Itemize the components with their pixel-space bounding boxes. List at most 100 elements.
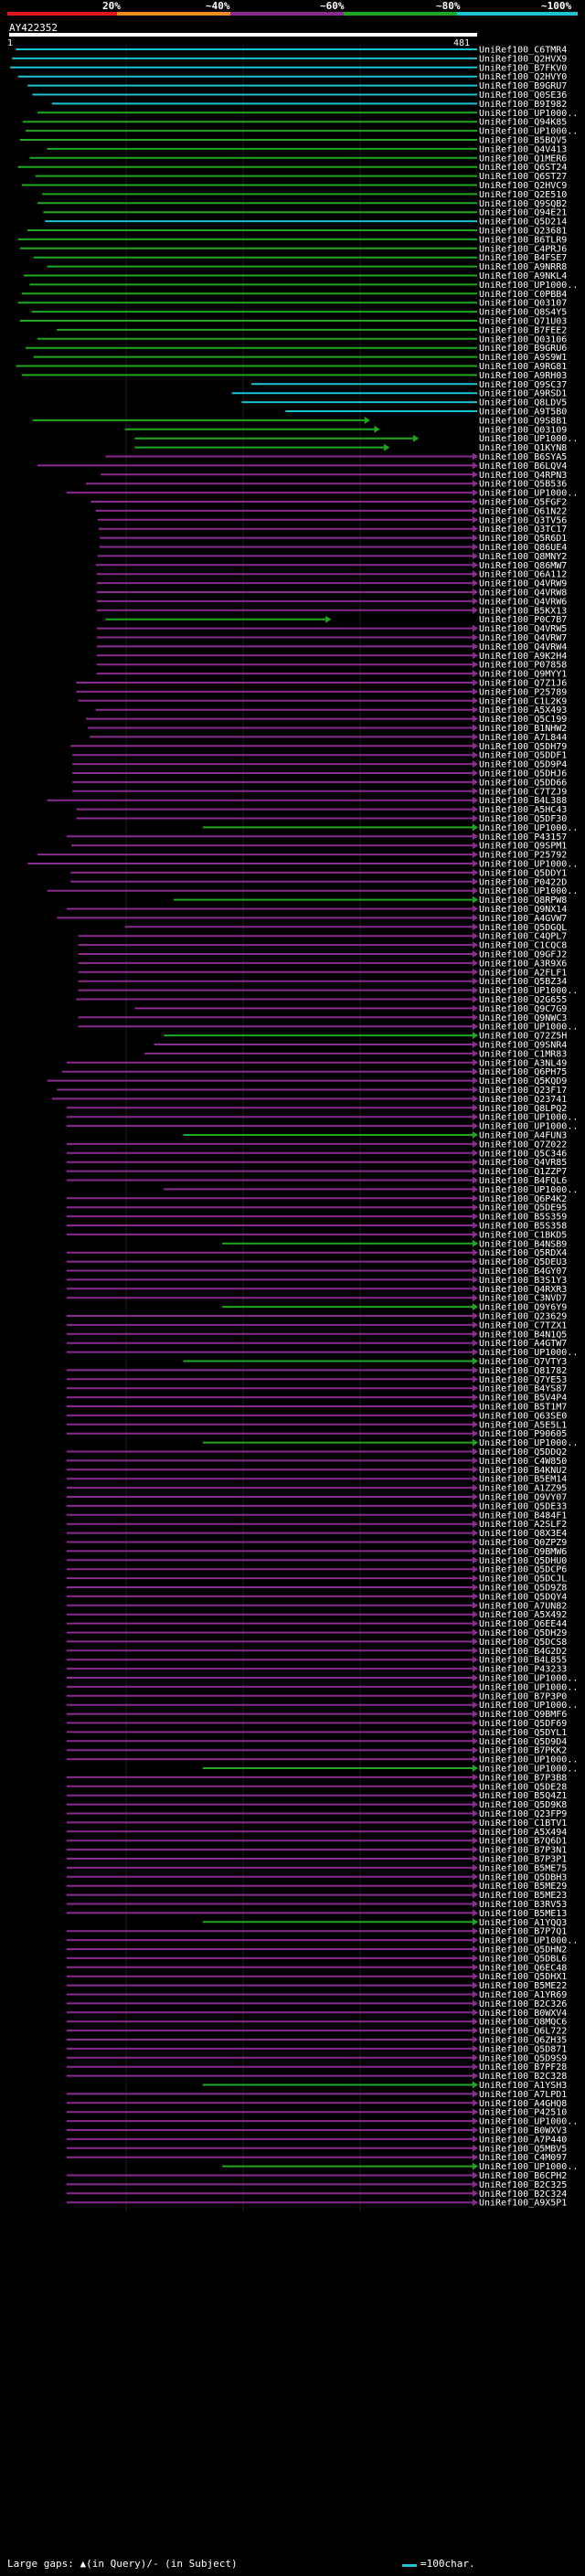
hit-label[interactable]: UniRef100_Q6A112 xyxy=(479,570,567,580)
hit-label[interactable]: UniRef100_B5ME23 xyxy=(479,1891,567,1901)
hit-label[interactable]: UniRef100_Q23629 xyxy=(479,1312,567,1322)
hit-label[interactable]: UniRef100_Q86MW7 xyxy=(479,561,567,571)
hit-label[interactable]: UniRef100_UP1000.. xyxy=(479,1122,578,1132)
hit-label[interactable]: UniRef100_Q6ST24 xyxy=(479,163,567,173)
hit-label[interactable]: UniRef100_Q94E21 xyxy=(479,208,567,218)
hit-label[interactable]: UniRef100_UP1000.. xyxy=(479,2117,578,2127)
hit-label[interactable]: UniRef100_B1NHW2 xyxy=(479,724,567,734)
hit-label[interactable]: UniRef100_C4M097 xyxy=(479,2153,567,2163)
hit-label[interactable]: UniRef100_Q6P4K2 xyxy=(479,1194,567,1204)
hit-label[interactable]: UniRef100_B7PKK2 xyxy=(479,1746,567,1756)
hit-label[interactable]: UniRef100_Q6PH75 xyxy=(479,1067,567,1077)
hit-label[interactable]: UniRef100_B5Q4Z1 xyxy=(479,1791,567,1801)
hit-label[interactable]: UniRef100_A4GHQ8 xyxy=(479,2099,567,2109)
hit-label[interactable]: UniRef100_P25789 xyxy=(479,687,567,697)
hit-label[interactable]: UniRef100_A7P440 xyxy=(479,2135,567,2145)
hit-label[interactable]: UniRef100_B4N1Q5 xyxy=(479,1330,567,1340)
hit-label[interactable]: UniRef100_Q4RXR3 xyxy=(479,1285,567,1295)
hit-label[interactable]: UniRef100_A3NL49 xyxy=(479,1058,567,1068)
hit-label[interactable]: UniRef100_B5S358 xyxy=(479,1222,567,1232)
hit-label[interactable]: UniRef100_Q7YE53 xyxy=(479,1375,567,1385)
hit-label[interactable]: UniRef100_Q7VTY3 xyxy=(479,1357,567,1367)
hit-label[interactable]: UniRef100_Q63SE0 xyxy=(479,1411,567,1421)
hit-label[interactable]: UniRef100_B2C325 xyxy=(479,2180,567,2190)
hit-label[interactable]: UniRef100_B4L855 xyxy=(479,1656,567,1666)
hit-label[interactable]: UniRef100_Q8LPQ2 xyxy=(479,1104,567,1114)
hit-label[interactable]: UniRef100_B6TLR9 xyxy=(479,235,567,245)
hit-label[interactable]: UniRef100_Q5D9S9 xyxy=(479,2053,567,2063)
hit-label[interactable]: UniRef100_Q5D9K8 xyxy=(479,1800,567,1810)
hit-label[interactable]: UniRef100_Q8MNY2 xyxy=(479,552,567,562)
hit-label[interactable]: UniRef100_Q9C7G9 xyxy=(479,1004,567,1014)
hit-label[interactable]: UniRef100_Q5DBL6 xyxy=(479,1954,567,1964)
hit-label[interactable]: UniRef100_Q7Z022 xyxy=(479,1140,567,1150)
hit-label[interactable]: UniRef100_B9I982 xyxy=(479,100,567,110)
hit-label[interactable]: UniRef100_Q5DF69 xyxy=(479,1719,567,1729)
hit-label[interactable]: UniRef100_Q5DH79 xyxy=(479,742,567,752)
hit-label[interactable]: UniRef100_Q2G655 xyxy=(479,995,567,1005)
hit-label[interactable]: UniRef100_Q5DYL1 xyxy=(479,1728,567,1738)
hit-label[interactable]: UniRef100_UP1000.. xyxy=(479,986,578,996)
hit-label[interactable]: UniRef100_A9NRR8 xyxy=(479,262,567,272)
hit-label[interactable]: UniRef100_A4FUN3 xyxy=(479,1131,567,1141)
hit-label[interactable]: UniRef100_Q8RPW8 xyxy=(479,896,567,906)
hit-label[interactable]: UniRef100_Q71U03 xyxy=(479,317,567,327)
hit-label[interactable]: UniRef100_Q3TV56 xyxy=(479,515,567,525)
hit-label[interactable]: UniRef100_UP1000.. xyxy=(479,1701,578,1711)
hit-label[interactable]: UniRef100_Q5DHJ6 xyxy=(479,769,567,779)
hit-label[interactable]: UniRef100_Q7Z1J6 xyxy=(479,679,567,689)
hit-label[interactable]: UniRef100_Q5DF30 xyxy=(479,814,567,824)
hit-label[interactable]: UniRef100_B6CPH2 xyxy=(479,2171,567,2181)
hit-label[interactable]: UniRef100_Q72Z5H xyxy=(479,1032,567,1042)
hit-label[interactable]: UniRef100_Q4VR85 xyxy=(479,1158,567,1168)
hit-label[interactable]: UniRef100_Q5DE33 xyxy=(479,1501,567,1511)
hit-label[interactable]: UniRef100_A1ZZ95 xyxy=(479,1484,567,1494)
hit-label[interactable]: UniRef100_B5KX13 xyxy=(479,606,567,616)
hit-label[interactable]: UniRef100_Q3TC17 xyxy=(479,525,567,535)
hit-label[interactable]: UniRef100_B7Q6D1 xyxy=(479,1837,567,1847)
hit-label[interactable]: UniRef100_Q9Y6Y9 xyxy=(479,1303,567,1313)
hit-label[interactable]: UniRef100_UP1000.. xyxy=(479,860,578,870)
hit-label[interactable]: UniRef100_C3NVD7 xyxy=(479,1294,567,1304)
hit-label[interactable]: UniRef100_Q5DH29 xyxy=(479,1628,567,1638)
hit-label[interactable]: UniRef100_B4YS87 xyxy=(479,1384,567,1394)
hit-label[interactable]: UniRef100_UP1000.. xyxy=(479,1936,578,1946)
hit-label[interactable]: UniRef100_UP1000.. xyxy=(479,489,578,499)
hit-label[interactable]: UniRef100_Q5D871 xyxy=(479,2044,567,2054)
hit-label[interactable]: UniRef100_A2SLF2 xyxy=(479,1520,567,1530)
hit-label[interactable]: UniRef100_A9S9W1 xyxy=(479,353,567,363)
hit-label[interactable]: UniRef100_Q23F17 xyxy=(479,1086,567,1096)
hit-label[interactable]: UniRef100_A4GVW7 xyxy=(479,914,567,924)
hit-label[interactable]: UniRef100_A1YR69 xyxy=(479,1990,567,2000)
hit-label[interactable]: UniRef100_B5T1M7 xyxy=(479,1403,567,1413)
hit-label[interactable]: UniRef100_A5X492 xyxy=(479,1610,567,1620)
hit-label[interactable]: UniRef100_B7FKV0 xyxy=(479,63,567,73)
hit-label[interactable]: UniRef100_A9K2H4 xyxy=(479,652,567,662)
hit-label[interactable]: UniRef100_B7P7Q1 xyxy=(479,1927,567,1937)
hit-label[interactable]: UniRef100_Q23FP9 xyxy=(479,1809,567,1819)
hit-label[interactable]: UniRef100_B5ME22 xyxy=(479,1981,567,1991)
hit-label[interactable]: UniRef100_Q03106 xyxy=(479,334,567,345)
hit-label[interactable]: UniRef100_Q4VRW5 xyxy=(479,624,567,634)
hit-label[interactable]: UniRef100_B4FQL6 xyxy=(479,1176,567,1186)
hit-label[interactable]: UniRef100_Q8LDV5 xyxy=(479,398,567,408)
hit-label[interactable]: UniRef100_Q4VRW9 xyxy=(479,579,567,589)
hit-label[interactable]: UniRef100_B9GRU6 xyxy=(479,344,567,354)
hit-label[interactable]: UniRef100_B5BQV5 xyxy=(479,136,567,146)
hit-label[interactable]: UniRef100_Q5DCS8 xyxy=(479,1638,567,1648)
hit-label[interactable]: UniRef100_Q94K85 xyxy=(479,118,567,128)
hit-label[interactable]: UniRef100_C7TZJ9 xyxy=(479,787,567,797)
hit-label[interactable]: UniRef100_Q5BZ34 xyxy=(479,977,567,987)
hit-label[interactable]: UniRef100_A5X494 xyxy=(479,1828,567,1838)
hit-label[interactable]: UniRef100_UP1000.. xyxy=(479,1674,578,1684)
hit-label[interactable]: UniRef100_UP1000.. xyxy=(479,434,578,444)
hit-label[interactable]: UniRef100_Q4VRW8 xyxy=(479,588,567,599)
hit-label[interactable]: UniRef100_Q0ZPZ9 xyxy=(479,1538,567,1548)
hit-label[interactable]: UniRef100_C7TZX1 xyxy=(479,1320,567,1330)
hit-label[interactable]: UniRef100_Q5D9P4 xyxy=(479,760,567,770)
hit-label[interactable]: UniRef100_B5ME13 xyxy=(479,1909,567,1919)
hit-label[interactable]: UniRef100_B2C324 xyxy=(479,2189,567,2200)
hit-label[interactable]: UniRef100_Q5D9Z8 xyxy=(479,1584,567,1594)
hit-label[interactable]: UniRef100_UP1000.. xyxy=(479,1755,578,1765)
hit-label[interactable]: UniRef100_Q5KQD9 xyxy=(479,1076,567,1087)
